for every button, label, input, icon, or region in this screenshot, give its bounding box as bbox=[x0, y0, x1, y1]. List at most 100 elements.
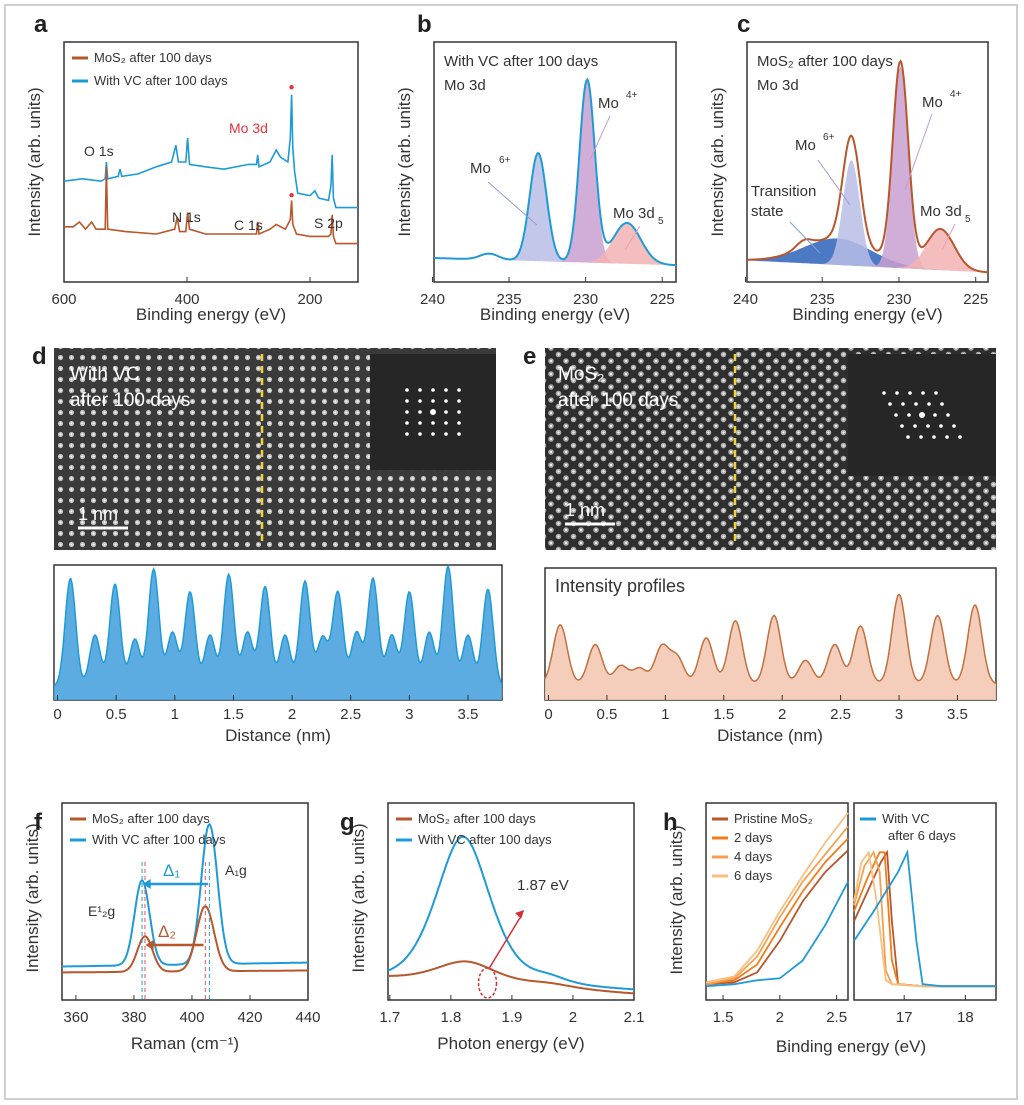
x-tick-label: 1.8 bbox=[440, 1009, 461, 1026]
annotation-mo6: Mo bbox=[470, 160, 491, 177]
x-tick-label: 1 bbox=[171, 706, 179, 723]
scale-bar-label: 1 nm bbox=[78, 504, 118, 524]
series-line bbox=[388, 960, 635, 995]
fft-spot bbox=[444, 421, 448, 425]
annotation-transition: state bbox=[751, 203, 784, 220]
x-tick-label: 235 bbox=[810, 291, 835, 308]
series-line bbox=[62, 905, 308, 974]
x-tick-label: 440 bbox=[295, 1009, 320, 1026]
x-tick-label: 240 bbox=[733, 291, 758, 308]
fft-spot bbox=[431, 399, 435, 403]
fft-spot bbox=[431, 421, 435, 425]
annotation-c1s: C 1s bbox=[234, 217, 263, 233]
panel-title: Mo 3d bbox=[757, 77, 799, 94]
annotation-mo4: Mo bbox=[922, 94, 943, 111]
annotation-s2p: S 2p bbox=[314, 215, 343, 231]
x-tick-label: 3.5 bbox=[947, 706, 968, 723]
series-line bbox=[853, 849, 996, 988]
legend-entry: 2 days bbox=[734, 830, 773, 845]
x-tick-label: 0.5 bbox=[106, 706, 127, 723]
x-tick-label: 420 bbox=[237, 1009, 262, 1026]
annotation-n1s: N 1s bbox=[172, 209, 201, 225]
annotation-mo3d: Mo 3d bbox=[229, 120, 268, 136]
fft-spot bbox=[913, 424, 917, 428]
legend-entry: With VC bbox=[882, 811, 930, 826]
fft-spot bbox=[405, 388, 409, 392]
leader-line bbox=[789, 221, 821, 254]
x-tick-label: 2 bbox=[288, 706, 296, 723]
x-tick-label: 200 bbox=[298, 291, 323, 308]
fft-spot bbox=[405, 421, 409, 425]
panel-label: f bbox=[34, 809, 43, 836]
y-axis-label: Intensity (arb. units) bbox=[395, 87, 414, 236]
fft-spot bbox=[418, 421, 422, 425]
fft-spot bbox=[946, 413, 950, 417]
envelope-line bbox=[434, 77, 676, 267]
x-tick-label: 380 bbox=[121, 1009, 146, 1026]
x-tick-label: 2.5 bbox=[830, 706, 851, 723]
fft-spot bbox=[418, 410, 422, 414]
leader-line bbox=[904, 113, 933, 191]
annotation-transition: Transition bbox=[751, 183, 816, 200]
x-axis-label: Binding energy (eV) bbox=[480, 305, 630, 324]
legend-entry: MoS₂ after 100 days bbox=[418, 811, 536, 826]
x-tick-label: 2.1 bbox=[624, 1009, 645, 1026]
fft-spot bbox=[927, 402, 931, 406]
x-tick-label: 2.5 bbox=[340, 706, 361, 723]
arrow-head bbox=[515, 910, 525, 919]
x-tick-label: 0 bbox=[544, 706, 552, 723]
fft-spot bbox=[906, 435, 910, 439]
fft-spot bbox=[926, 424, 930, 428]
annotation-mo4: Mo bbox=[598, 95, 619, 112]
fft-spot bbox=[934, 391, 938, 395]
fft-spot bbox=[457, 399, 461, 403]
profile-line bbox=[53, 564, 503, 687]
y-axis-label: Intensity (arb. units) bbox=[23, 823, 42, 972]
annotation-mo4-sup: 4+ bbox=[950, 89, 962, 100]
scale-bar-label: 1 nm bbox=[565, 500, 605, 520]
fft-spot bbox=[418, 432, 422, 436]
leader-line bbox=[487, 181, 538, 226]
x-tick-label: 2.5 bbox=[826, 1009, 847, 1026]
panel-title: MoS₂ after 100 days bbox=[757, 53, 893, 70]
fft-spot bbox=[932, 435, 936, 439]
x-tick-label: 1.7 bbox=[379, 1009, 400, 1026]
panel-label: b bbox=[417, 11, 432, 38]
marker-star bbox=[289, 193, 294, 198]
series-line bbox=[705, 812, 849, 984]
component-peak bbox=[434, 223, 676, 266]
fft-spot bbox=[405, 432, 409, 436]
fft-spot bbox=[901, 402, 905, 406]
x-tick-label: 230 bbox=[886, 291, 911, 308]
x-tick-label: 1.5 bbox=[713, 706, 734, 723]
fft-spot bbox=[444, 399, 448, 403]
panel-label: g bbox=[340, 809, 355, 836]
annotation-energy: 1.87 eV bbox=[517, 877, 569, 894]
fft-spot bbox=[945, 435, 949, 439]
x-tick-label: 2 bbox=[778, 706, 786, 723]
fft-spot bbox=[907, 413, 911, 417]
envelope-line bbox=[747, 59, 989, 274]
x-tick-label: 0 bbox=[53, 706, 61, 723]
x-tick-label: 1 bbox=[661, 706, 669, 723]
panel-label: h bbox=[663, 809, 678, 836]
x-tick-label: 3 bbox=[895, 706, 903, 723]
fft-spot bbox=[444, 388, 448, 392]
fft-spot bbox=[418, 399, 422, 403]
leader-line bbox=[589, 115, 611, 161]
fft-spot bbox=[457, 432, 461, 436]
x-tick-label: 1.9 bbox=[501, 1009, 522, 1026]
fft-spot bbox=[431, 432, 435, 436]
fft-spot bbox=[457, 421, 461, 425]
fft-center bbox=[430, 409, 436, 415]
component-peak bbox=[747, 160, 988, 273]
x-tick-label: 1.5 bbox=[713, 1009, 734, 1026]
profile-area bbox=[54, 566, 502, 700]
profile-line bbox=[544, 593, 997, 684]
x-axis-label: Binding energy (eV) bbox=[776, 1037, 926, 1056]
fft-spot bbox=[888, 402, 892, 406]
x-tick-label: 225 bbox=[650, 291, 675, 308]
plot-area-b bbox=[433, 41, 677, 283]
component-peak bbox=[747, 229, 988, 273]
